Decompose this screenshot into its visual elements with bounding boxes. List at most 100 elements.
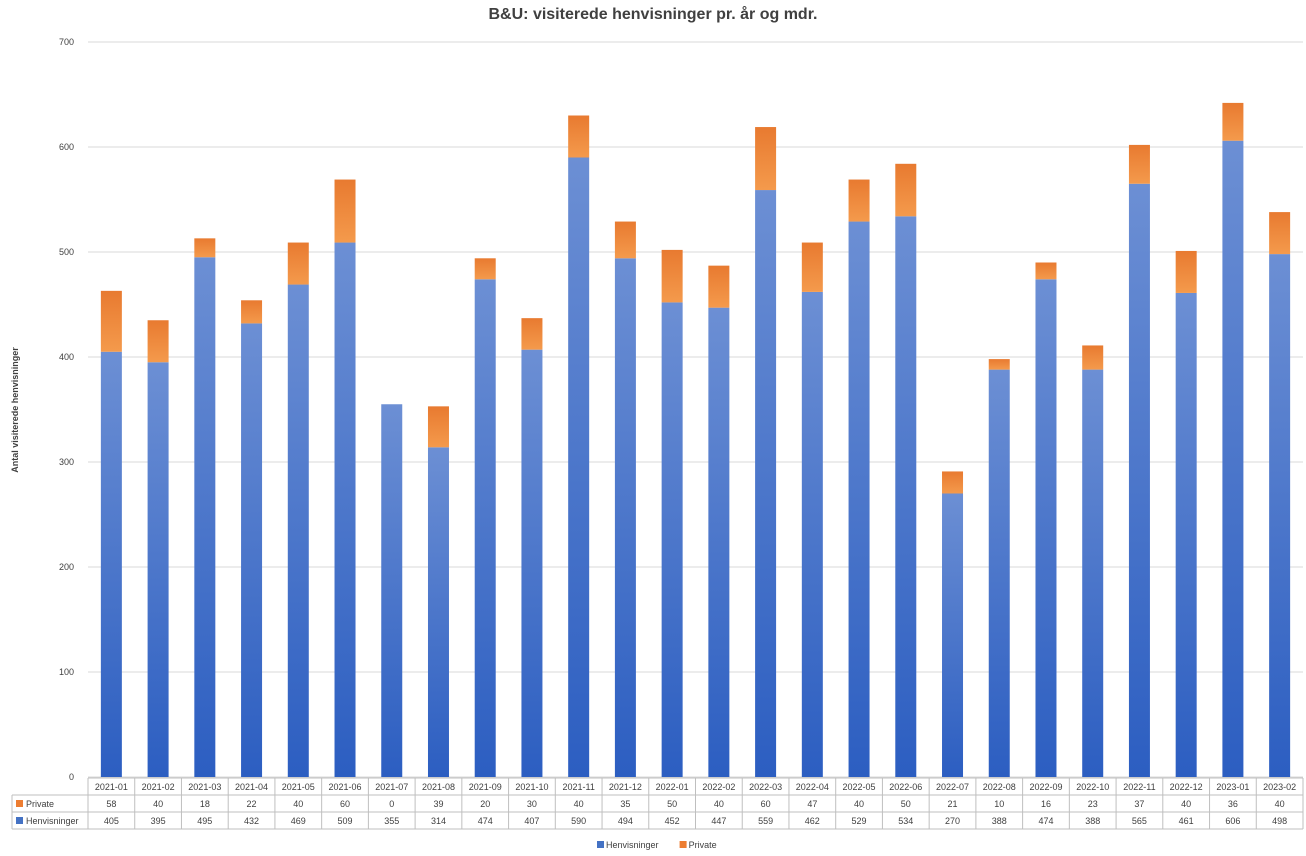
x-category-label: 2022-02 (702, 782, 735, 792)
table-cell-private: 0 (389, 799, 394, 809)
table-cell-henvisninger: 432 (244, 816, 259, 826)
table-cell-henvisninger: 270 (945, 816, 960, 826)
bar-private (614, 221, 636, 259)
x-category-label: 2021-07 (375, 782, 408, 792)
bar-private (1175, 250, 1197, 293)
table-cell-private: 40 (153, 799, 163, 809)
bar-private (474, 258, 496, 280)
bar-henvisninger (1269, 254, 1291, 778)
bar-private (568, 115, 590, 158)
legend-swatch (597, 841, 604, 848)
bar-henvisninger (568, 157, 590, 777)
y-tick-label: 0 (69, 772, 74, 782)
table-cell-henvisninger: 606 (1225, 816, 1240, 826)
bar-private (661, 249, 683, 303)
table-cell-private: 50 (667, 799, 677, 809)
x-category-label: 2022-04 (796, 782, 829, 792)
table-cell-henvisninger: 447 (711, 816, 726, 826)
y-tick-label: 400 (59, 352, 74, 362)
bar-henvisninger (942, 493, 964, 777)
x-category-label: 2022-10 (1076, 782, 1109, 792)
bar-henvisninger (661, 302, 683, 777)
legend-swatch (679, 841, 687, 848)
bar-private (1082, 345, 1104, 370)
table-row-header: Henvisninger (26, 816, 79, 826)
y-axis: 0 100 200 300 400 500 600 700 (59, 37, 74, 782)
bar-henvisninger (100, 351, 122, 777)
x-category-label: 2021-01 (95, 782, 128, 792)
bar-private (942, 471, 964, 494)
bar-henvisninger (147, 362, 169, 777)
bar-private (988, 359, 1010, 370)
x-category-label: 2021-10 (515, 782, 548, 792)
x-category-label: 2021-11 (562, 782, 594, 792)
bar-henvisninger (1175, 292, 1197, 777)
x-category-label: 2022-03 (749, 782, 782, 792)
table-cell-private: 10 (994, 799, 1004, 809)
x-category-label: 2021-06 (329, 782, 362, 792)
bar-private (287, 242, 309, 285)
bar-private (801, 242, 823, 292)
table-cell-henvisninger: 462 (805, 816, 820, 826)
x-category-label: 2022-12 (1170, 782, 1203, 792)
bar-private (708, 265, 730, 308)
x-category-label: 2023-02 (1263, 782, 1296, 792)
x-category-label: 2021-03 (188, 782, 221, 792)
bar-henvisninger (1128, 183, 1150, 777)
table-cell-henvisninger: 565 (1132, 816, 1147, 826)
bar-private (1269, 212, 1291, 255)
bar-private (1128, 144, 1150, 184)
table-cell-private: 35 (620, 799, 630, 809)
y-tick-label: 500 (59, 247, 74, 257)
x-category-label: 2022-11 (1123, 782, 1155, 792)
y-tick-label: 300 (59, 457, 74, 467)
x-category-label: 2021-12 (609, 782, 642, 792)
bar-private (100, 290, 122, 352)
bar-henvisninger (1035, 279, 1057, 777)
bar-private (755, 127, 777, 191)
table-row-header: Private (26, 799, 54, 809)
table-cell-private: 40 (1181, 799, 1191, 809)
bars (100, 102, 1291, 778)
table-cell-private: 58 (106, 799, 116, 809)
table-cell-private: 30 (527, 799, 537, 809)
bar-henvisninger (801, 291, 823, 777)
data-table: Private Henvisninger 2021-01 58 405 2021-02 40… (11, 777, 1304, 830)
bar-private (521, 318, 543, 350)
table-cell-private: 18 (200, 799, 210, 809)
x-category-label: 2021-04 (235, 782, 268, 792)
table-legend-swatch (16, 817, 23, 824)
table-cell-private: 40 (714, 799, 724, 809)
x-category-label: 2022-09 (1029, 782, 1062, 792)
table-cell-henvisninger: 534 (898, 816, 913, 826)
table-cell-henvisninger: 474 (1038, 816, 1053, 826)
x-category-label: 2021-09 (469, 782, 502, 792)
y-tick-label: 100 (59, 667, 74, 677)
table-cell-henvisninger: 559 (758, 816, 773, 826)
bar-henvisninger (988, 369, 1010, 777)
bar-henvisninger (1222, 140, 1244, 777)
bar-henvisninger (427, 447, 449, 777)
table-cell-private: 60 (761, 799, 771, 809)
chart-title: B&U: visiterede henvisninger pr. år og m… (488, 6, 818, 23)
bar-henvisninger (848, 221, 870, 778)
bar-private (848, 179, 870, 222)
gridlines (88, 41, 1303, 778)
table-cell-private: 23 (1088, 799, 1098, 809)
legend-label: Henvisninger (606, 840, 659, 850)
x-category-label: 2022-08 (983, 782, 1016, 792)
y-tick-label: 700 (59, 37, 74, 47)
bar-henvisninger (521, 349, 543, 777)
x-category-label: 2021-08 (422, 782, 455, 792)
bar-henvisninger (614, 258, 636, 777)
bar-private (334, 179, 356, 243)
table-cell-henvisninger: 388 (992, 816, 1007, 826)
bar-private (147, 320, 169, 363)
bar-private (1222, 102, 1244, 141)
table-cell-private: 50 (901, 799, 911, 809)
table-cell-henvisninger: 405 (104, 816, 119, 826)
bar-henvisninger (1082, 369, 1104, 777)
bar-henvisninger (241, 323, 263, 777)
